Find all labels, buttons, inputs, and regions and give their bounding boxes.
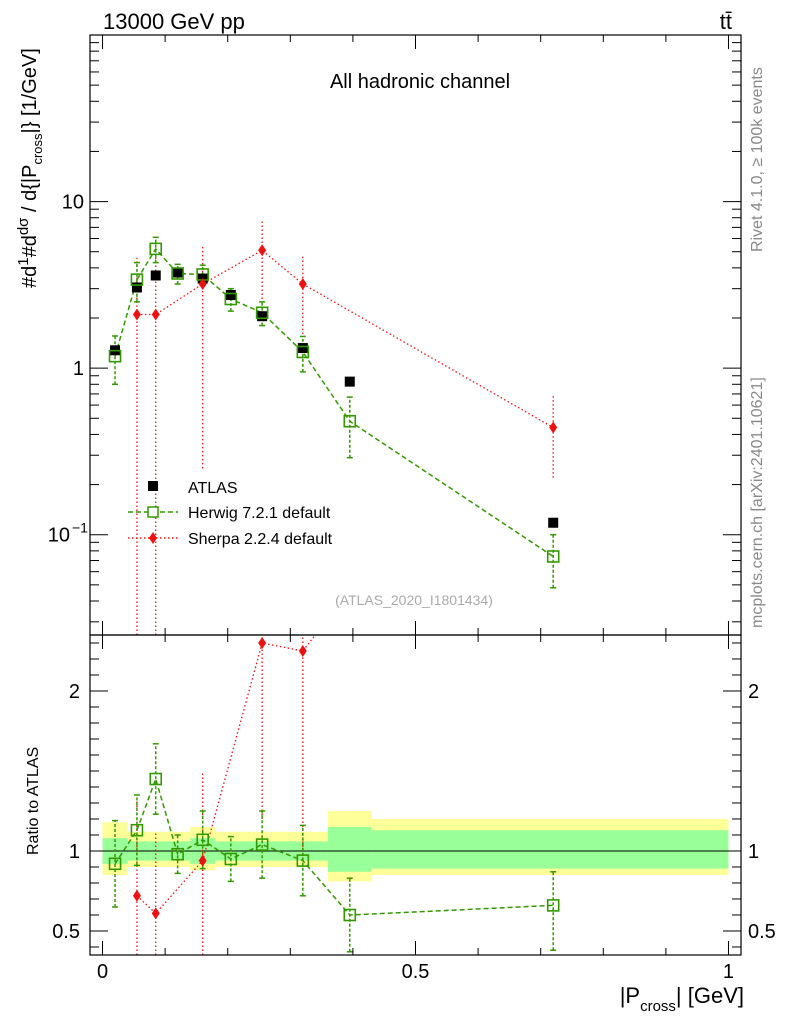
- herwig-point: [546, 550, 560, 563]
- ratio-y-axis-label: Ratio to ATLAS: [25, 747, 42, 855]
- herwig-point: [149, 242, 163, 256]
- legend-marker-herwig: [147, 506, 159, 518]
- sherpa-point: [298, 277, 307, 290]
- x-axis-label-text: |Pcross| [GeV]: [620, 983, 744, 1015]
- legend: ATLAS Herwig 7.2.1 default Sherpa 2.2.4 …: [128, 480, 333, 548]
- ratio-herwig-point: [196, 833, 209, 847]
- ratio-herwig-point: [296, 854, 310, 867]
- legend-marker-atlas: [148, 481, 158, 491]
- sherpa-point: [258, 244, 267, 257]
- main-y-tick-label: 1: [73, 358, 84, 380]
- atlas-point: [344, 376, 355, 387]
- legend-label-sherpa: Sherpa 2.2.4 default: [188, 531, 333, 548]
- x-tick-label: 1: [723, 961, 734, 983]
- ratio-y-tick-label-left: 1: [69, 841, 80, 863]
- analysis-watermark: (ATLAS_2020_I1801434): [335, 592, 493, 608]
- legend-label-atlas: ATLAS: [188, 480, 238, 497]
- ratio-y-tick-label-right: 2: [748, 681, 759, 703]
- atlas-point: [131, 282, 142, 293]
- main-data-layer: [108, 220, 560, 635]
- main-title: All hadronic channel: [330, 71, 510, 93]
- energy-label: 13000 GeV pp: [103, 9, 245, 34]
- sherpa-point: [549, 421, 558, 434]
- ratio-herwig-point: [343, 908, 357, 922]
- sherpa-point: [132, 308, 141, 321]
- x-tick-label: 0.5: [402, 961, 430, 983]
- atlas-point: [548, 517, 559, 528]
- ratio-sherpa-line: [136, 634, 316, 915]
- ratio-herwig-point: [171, 847, 184, 861]
- sherpa-point: [151, 308, 160, 321]
- herwig-point: [296, 345, 310, 359]
- rivet-version-text: Rivet 4.1.0, ≥ 100k events: [749, 67, 766, 252]
- ratio-y-tick-label-right: 0.5: [748, 921, 776, 943]
- atlas-point: [225, 289, 236, 300]
- herwig-point: [108, 349, 122, 363]
- sherpa-point: [198, 277, 207, 290]
- ratio-herwig-point: [255, 838, 269, 851]
- ratio-y-tick-label-right: 1: [748, 841, 759, 863]
- mcplots-credit-text: mcplots.cern.ch [arXiv:2401.10621]: [749, 377, 766, 628]
- ratio-sherpa-point: [132, 889, 141, 902]
- x-tick-label: 0: [97, 961, 108, 983]
- ratio-herwig-point: [546, 899, 560, 912]
- ratio-sherpa-point: [258, 637, 267, 649]
- ratio-y-tick-label-left: 2: [69, 681, 80, 703]
- ratio-uncertainty-band-inner: [327, 827, 372, 872]
- ratio-sherpa-point: [198, 854, 207, 867]
- herwig-point: [343, 414, 357, 428]
- ratio-uncertainty-band-inner: [371, 830, 729, 869]
- ratio-sherpa-point: [298, 645, 307, 657]
- herwig-point: [130, 273, 144, 286]
- ratio-y-tick-label-left: 0.5: [52, 921, 80, 943]
- ratio-panel: 2 2 1 1 0.5 0.5 0 0.5 1 Ratio to ATLAS |Pcross| …: [25, 634, 776, 1015]
- ratio-axis-ticks: 2 2 1 1 0.5 0.5 0 0.5 1: [52, 635, 776, 983]
- atlas-point: [172, 267, 183, 278]
- legend-label-herwig: Herwig 7.2.1 default: [188, 505, 331, 522]
- atlas-point: [150, 270, 161, 281]
- ratio-data-layer: [102, 634, 729, 955]
- atlas-point: [297, 343, 308, 354]
- ratio-frame: [89, 634, 742, 956]
- main-y-tick-label-exponent: −1: [72, 520, 88, 536]
- sherpa-line: [136, 249, 554, 429]
- main-y-tick-label: 10: [48, 525, 70, 547]
- main-y-axis-label: #d1#ddσ / d{|Pcross|} [1/GeV]: [15, 48, 45, 288]
- herwig-point: [171, 267, 184, 280]
- ratio-herwig-point: [224, 852, 238, 866]
- ratio-herwig-point: [108, 857, 122, 871]
- ratio-sherpa-point: [151, 907, 160, 920]
- x-axis-label: |Pcross| [GeV]: [620, 983, 744, 1015]
- atlas-point: [257, 311, 268, 322]
- main-y-tick-label: 10: [62, 192, 84, 214]
- ratio-herwig-line: [114, 776, 554, 916]
- herwig-line: [114, 247, 554, 558]
- main-y-axis-label-text: #d1#ddσ / d{|Pcross|} [1/GeV]: [15, 48, 45, 288]
- ratio-herwig-point: [149, 772, 163, 786]
- herwig-point: [255, 306, 269, 320]
- ratio-herwig-point: [130, 823, 144, 837]
- legend-marker-sherpa: [149, 532, 157, 544]
- process-label: tt̄: [720, 9, 732, 34]
- herwig-point: [224, 292, 238, 306]
